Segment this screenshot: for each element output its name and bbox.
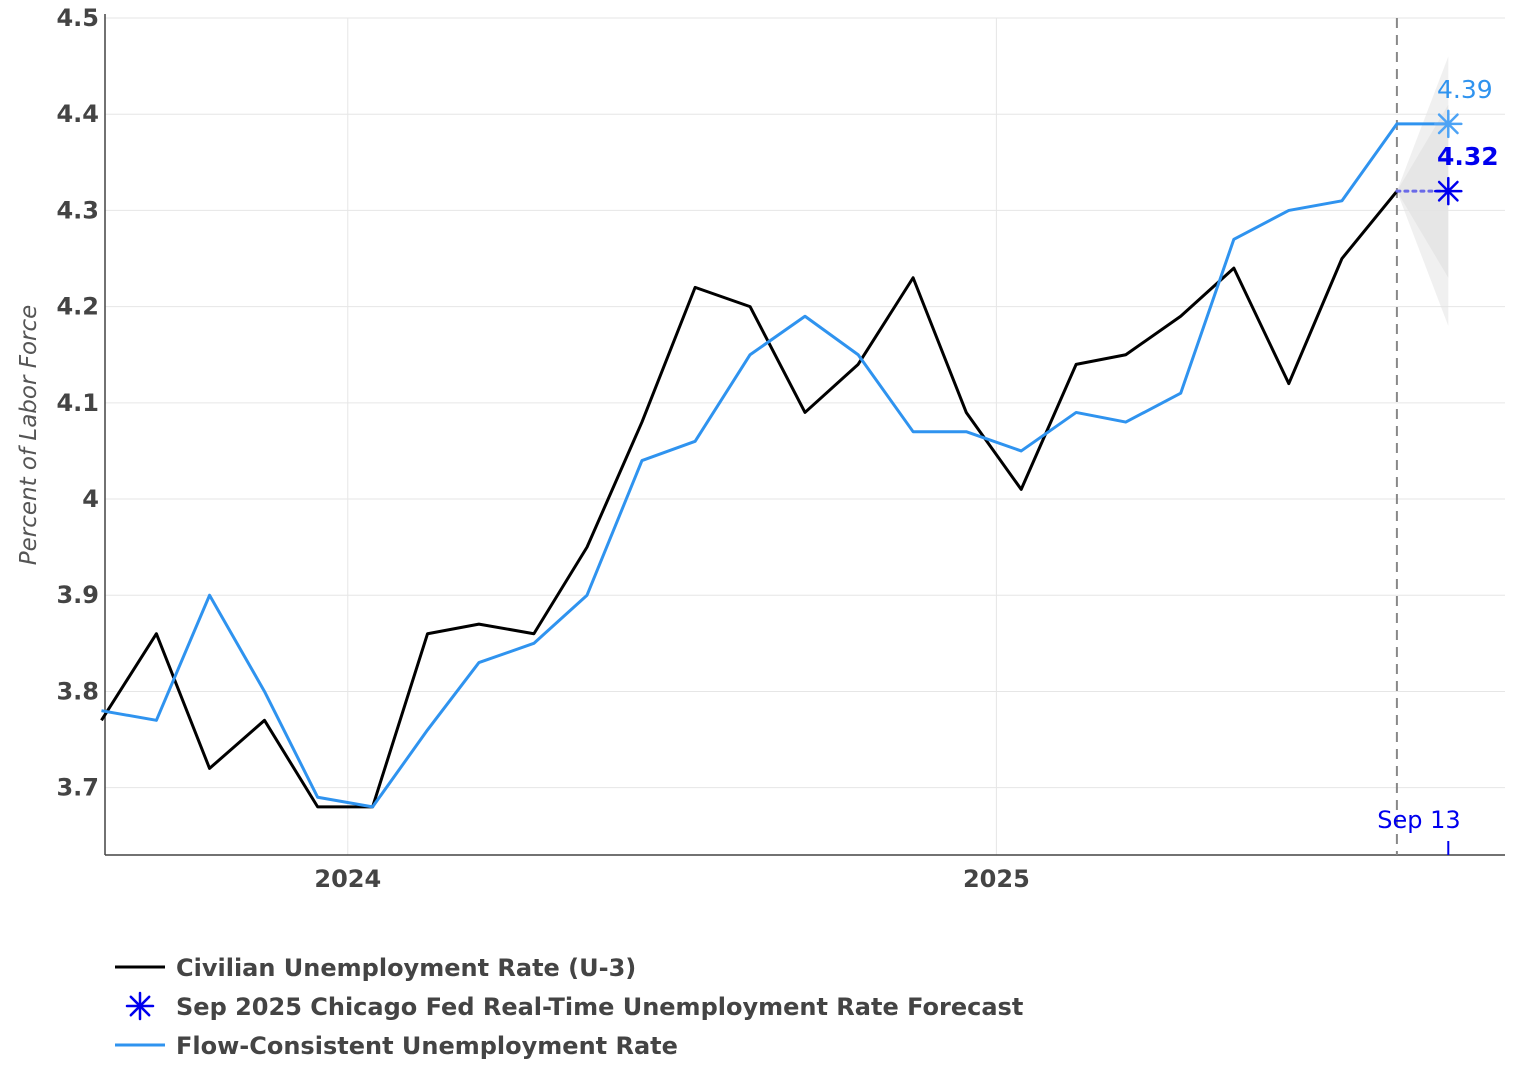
y-tick-label: 4.5 [56, 4, 99, 32]
y-tick-label: 3.8 [56, 677, 99, 705]
u3-series-line [100, 190, 1399, 809]
y-tick-label: 4.2 [56, 293, 99, 321]
flow-latest-marker [1434, 109, 1463, 139]
y-tick-label: 4.4 [56, 100, 99, 128]
flow-value-annotation: 4.39 [1437, 75, 1493, 104]
legend: Civilian Unemployment Rate (U-3) Sep 2025… [115, 954, 1023, 1060]
y-tick-label: 3.9 [56, 581, 99, 609]
forecast-date-annotation: Sep 13 [1377, 806, 1460, 834]
axis-layer: 3.7 3.8 3.9 4 4.1 4.2 4.3 4.4 4.5 2024 2025 [56, 4, 1505, 893]
series-layer [100, 109, 1463, 809]
y-tick-label: 3.7 [56, 774, 99, 802]
forecast-marker [1434, 176, 1463, 206]
y-tick-label: 4 [82, 485, 99, 513]
x-tick-label: 2024 [314, 865, 381, 893]
forecast-value-annotation: 4.32 [1437, 142, 1499, 171]
grid-layer [105, 17, 1505, 855]
legend-label: Civilian Unemployment Rate (U-3) [176, 954, 636, 982]
y-tick-label: 4.1 [56, 389, 99, 417]
y-axis-label: Percent of Labor Force [16, 305, 42, 566]
annotation-layer: 4.39 4.32 Sep 13 [1377, 75, 1498, 834]
x-tick-label: 2025 [963, 865, 1030, 893]
legend-swatch-forecast [125, 991, 155, 1021]
legend-label: Flow-Consistent Unemployment Rate [176, 1032, 678, 1060]
flow-series-line [101, 122, 1449, 809]
legend-label: Sep 2025 Chicago Fed Real-Time Unemploym… [176, 993, 1023, 1021]
y-tick-label: 4.3 [56, 196, 99, 224]
